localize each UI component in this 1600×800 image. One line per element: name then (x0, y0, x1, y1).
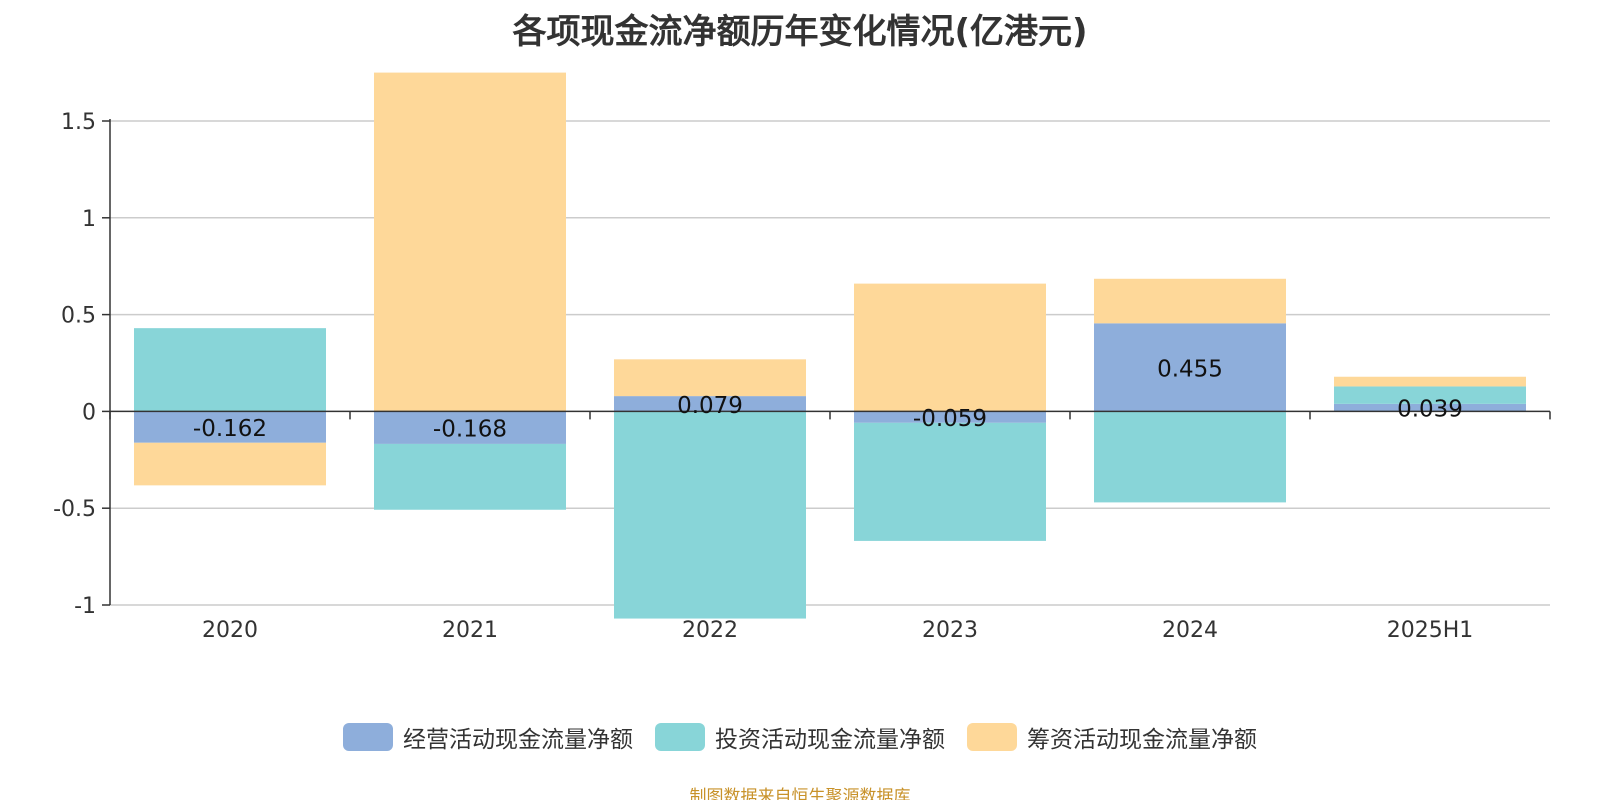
bar-2022-s1 (614, 396, 806, 412)
chart-title: 各项现金流净额历年变化情况(亿港元) (512, 12, 1088, 52)
y-tick-label: -0.5 (53, 497, 96, 522)
y-tick-label: -1 (74, 594, 96, 619)
bar-2025H1-s2 (1334, 386, 1526, 404)
chart-plot: 1.5 1 0.5 0 -0.5 -1 2020 2021 2022 2023 2024 2025H1… (53, 72, 1551, 643)
y-tick-label: 1.5 (61, 110, 96, 135)
y-tick-label: 1 (82, 207, 96, 232)
y-tick-label: 0 (82, 400, 96, 425)
source-note: 制图数据来自恒生聚源数据库 (689, 787, 911, 800)
bar-2024-s2 (1094, 411, 1286, 503)
bar-2023-s3 (854, 283, 1046, 412)
data-label-2022: 0.079 (677, 393, 743, 419)
bar-2020-s2 (134, 328, 326, 412)
x-tick-label: 2024 (1162, 618, 1218, 643)
legend-item-1[interactable]: 经营活动现金流量净额 (343, 720, 633, 754)
data-label-2020: -0.162 (193, 416, 267, 442)
bar-2025H1-s3 (1334, 376, 1526, 387)
bar-2020-s3 (134, 442, 326, 486)
bar-2021-s3 (374, 72, 566, 412)
legend-swatch (655, 723, 705, 751)
bar-2022-s3 (614, 359, 806, 397)
y-tick-label: 0.5 (61, 304, 96, 329)
x-tick-label: 2020 (202, 618, 258, 643)
legend-swatch (343, 723, 393, 751)
bar-2020-s1 (134, 411, 326, 443)
legend-label: 经营活动现金流量净额 (403, 727, 633, 753)
bar-2021-s2 (374, 443, 566, 510)
legend-item-3[interactable]: 筹资活动现金流量净额 (967, 720, 1257, 754)
data-label-2025H1: 0.039 (1397, 397, 1463, 423)
legend-label: 投资活动现金流量净额 (715, 727, 945, 753)
legend-label: 筹资活动现金流量净额 (1027, 727, 1257, 753)
legend-item-2[interactable]: 投资活动现金流量净额 (655, 720, 945, 754)
bar-2021-s1 (374, 411, 566, 444)
bar-2023-s1 (854, 411, 1046, 423)
x-tick-label: 2025H1 (1387, 618, 1474, 643)
bar-2022-s2 (614, 411, 806, 619)
data-label-2024: 0.455 (1157, 356, 1223, 382)
data-label-2021: -0.168 (433, 417, 507, 443)
x-tick-label: 2021 (442, 618, 498, 643)
chart-legend: 经营活动现金流量净额 投资活动现金流量净额 筹资活动现金流量净额 (0, 720, 1600, 754)
bar-2025H1-s1 (1334, 403, 1526, 412)
bar-2024-s3 (1094, 278, 1286, 324)
data-label-2023: -0.059 (913, 406, 987, 432)
x-tick-label: 2023 (922, 618, 978, 643)
bar-2023-s2 (854, 422, 1046, 541)
bar-2024-s1 (1094, 323, 1286, 412)
x-tick-label: 2022 (682, 618, 738, 643)
legend-swatch (967, 723, 1017, 751)
